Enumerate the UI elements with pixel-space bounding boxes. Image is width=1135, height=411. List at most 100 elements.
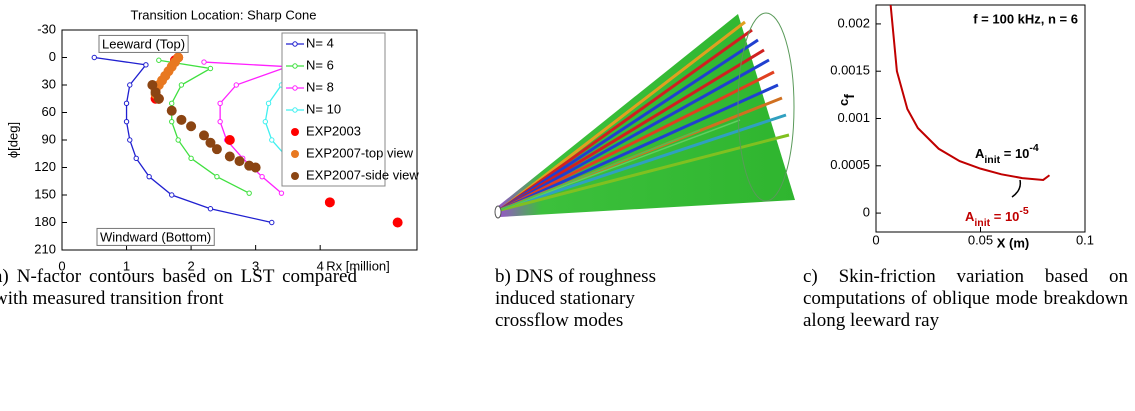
data-point — [128, 83, 132, 87]
annotation-sub: init — [974, 217, 990, 229]
data-point — [234, 83, 238, 87]
data-point — [128, 138, 132, 142]
data-point — [266, 101, 270, 105]
legend-marker — [293, 42, 297, 46]
data-point — [92, 55, 96, 59]
annotation-sup: -5 — [1019, 205, 1028, 217]
annotation: Ainit = 10-4 — [975, 142, 1039, 166]
y-tick-label: 0 — [863, 205, 870, 220]
legend-label: EXP2007-side view — [306, 167, 419, 182]
legend-label: N= 6 — [306, 57, 334, 72]
annotation: Windward (Bottom) — [100, 229, 211, 244]
x-axis-label: X (m) — [997, 235, 1030, 250]
x-tick-label: 0.1 — [1076, 232, 1094, 247]
y-tick-label: 30 — [42, 76, 56, 91]
legend-label: N= 8 — [306, 79, 334, 94]
data-point — [124, 101, 128, 105]
data-point — [208, 207, 212, 211]
data-point — [170, 101, 174, 105]
annotation-text: = 10 — [990, 209, 1019, 224]
y-axis-label: cf — [836, 94, 856, 106]
y-tick-label: 90 — [42, 131, 56, 146]
plot-frame — [876, 5, 1085, 232]
data-point — [154, 94, 163, 103]
annotation-pointer — [1012, 180, 1020, 197]
data-point — [202, 60, 206, 64]
y-tick-label: 60 — [42, 104, 56, 119]
legend-marker — [293, 86, 297, 90]
annotation-text: = 10 — [1000, 146, 1029, 161]
data-point — [147, 174, 151, 178]
data-point — [177, 115, 186, 124]
y-axis-label-sub: f — [841, 94, 857, 99]
caption: c) Skin-friction variation based on comp… — [803, 266, 1128, 332]
data-point — [134, 156, 138, 160]
annotation: Leeward (Top) — [102, 36, 185, 51]
data-point — [393, 218, 402, 227]
data-point — [235, 157, 244, 166]
data-point — [176, 138, 180, 142]
y-tick-label: 0 — [49, 49, 56, 64]
y-tick-label: 210 — [34, 241, 56, 256]
data-point — [251, 163, 260, 172]
data-point — [270, 220, 274, 224]
y-tick-label: 0.001 — [837, 110, 870, 125]
y-tick-label: 150 — [34, 186, 56, 201]
page: -30030609012015018021001234Transition Lo… — [0, 0, 1135, 411]
caption: a) N-factor contours based on LST compar… — [0, 266, 357, 310]
data-point — [187, 122, 196, 131]
cone-image — [495, 13, 795, 218]
data-point — [325, 198, 334, 207]
y-tick-label: 120 — [34, 159, 56, 174]
data-point — [270, 138, 274, 142]
legend-marker — [291, 172, 299, 180]
data-point — [260, 174, 264, 178]
chart-title: Transition Location: Sharp Cone — [131, 7, 317, 22]
legend-label: EXP2003 — [306, 123, 361, 138]
y-tick-label: 180 — [34, 214, 56, 229]
annotation-sup: -4 — [1029, 142, 1038, 154]
data-point — [189, 156, 193, 160]
legend-marker — [291, 128, 299, 136]
data-point — [200, 131, 209, 140]
data-point — [279, 191, 283, 195]
data-point — [179, 83, 183, 87]
annotation: f = 100 kHz, n = 6 — [973, 11, 1078, 26]
annotation: Ainit = 10-5 — [965, 205, 1029, 229]
data-point — [215, 174, 219, 178]
legend-label: EXP2007-top view — [306, 145, 414, 160]
x-tick-label: 0 — [872, 232, 879, 247]
y-tick-label: 0.0005 — [830, 157, 870, 172]
data-point — [124, 119, 128, 123]
annotation-sub: init — [984, 154, 1000, 166]
figure: -30030609012015018021001234Transition Lo… — [0, 0, 1135, 411]
data-point — [144, 63, 148, 67]
data-point — [167, 106, 176, 115]
data-point — [208, 66, 212, 70]
cone-tip — [495, 206, 501, 218]
legend-marker — [293, 108, 297, 112]
data-point — [218, 101, 222, 105]
data-point — [247, 191, 251, 195]
legend-label: N= 4 — [306, 35, 334, 50]
data-point — [170, 119, 174, 123]
data-point — [225, 136, 234, 145]
y-tick-label: -30 — [37, 21, 56, 36]
legend-label: N= 10 — [306, 101, 341, 116]
y-tick-label: 0.0015 — [830, 63, 870, 78]
y-tick-label: 0.002 — [837, 15, 870, 30]
data-point — [225, 152, 234, 161]
data-point — [157, 58, 161, 62]
data-point — [263, 119, 267, 123]
y-axis-label: ϕ[deg] — [5, 122, 20, 158]
data-point — [218, 119, 222, 123]
series-line — [204, 62, 288, 193]
data-point — [212, 145, 221, 154]
x-tick-label: 0.05 — [968, 232, 993, 247]
y-axis-label-base: c — [836, 99, 851, 106]
legend-marker — [293, 64, 297, 68]
series-line — [159, 60, 249, 193]
legend-marker — [291, 150, 299, 158]
data-point — [170, 193, 174, 197]
caption: b) DNS of roughness induced stationary c… — [495, 266, 665, 332]
